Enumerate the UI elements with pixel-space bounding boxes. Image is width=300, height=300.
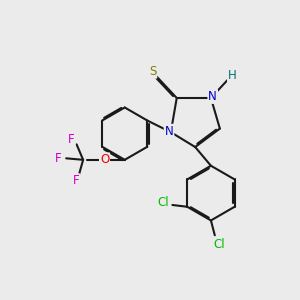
Text: F: F bbox=[68, 133, 74, 146]
Text: S: S bbox=[149, 65, 156, 78]
Text: Cl: Cl bbox=[213, 238, 225, 251]
Text: F: F bbox=[55, 152, 62, 165]
Text: Cl: Cl bbox=[158, 196, 169, 209]
Text: O: O bbox=[100, 153, 109, 166]
Text: F: F bbox=[72, 174, 79, 187]
Text: H: H bbox=[228, 69, 237, 82]
Text: N: N bbox=[165, 125, 173, 138]
Text: N: N bbox=[208, 90, 217, 103]
